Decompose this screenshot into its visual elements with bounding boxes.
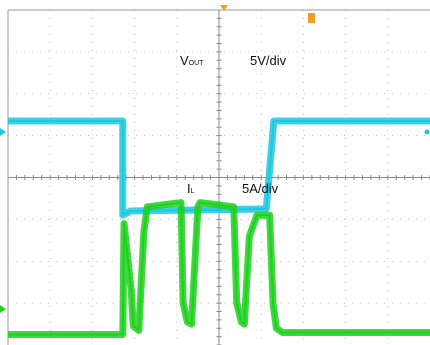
- ch2-marker: [0, 305, 6, 313]
- trace-il-core: [8, 201, 430, 336]
- vout-label-main: V: [180, 53, 189, 68]
- il-label-sub: L: [190, 188, 195, 195]
- trace-vout-core: [8, 119, 430, 217]
- vout-scale-label: 5V/div: [250, 53, 287, 68]
- il-label: IL: [187, 181, 195, 196]
- vout-label-sub: OUT: [188, 60, 204, 67]
- ch1-end-marker: [424, 129, 430, 135]
- il-scale-label: 5A/div: [242, 181, 279, 196]
- channel-markers: [0, 5, 430, 313]
- vout-label: VOUT: [180, 53, 203, 68]
- trigger-level-marker: [308, 13, 315, 23]
- trigger-marker: [220, 5, 228, 11]
- traces: [8, 117, 430, 339]
- il-label-main: I: [187, 181, 191, 196]
- ch1-marker: [0, 128, 6, 136]
- graticule: [7, 9, 430, 345]
